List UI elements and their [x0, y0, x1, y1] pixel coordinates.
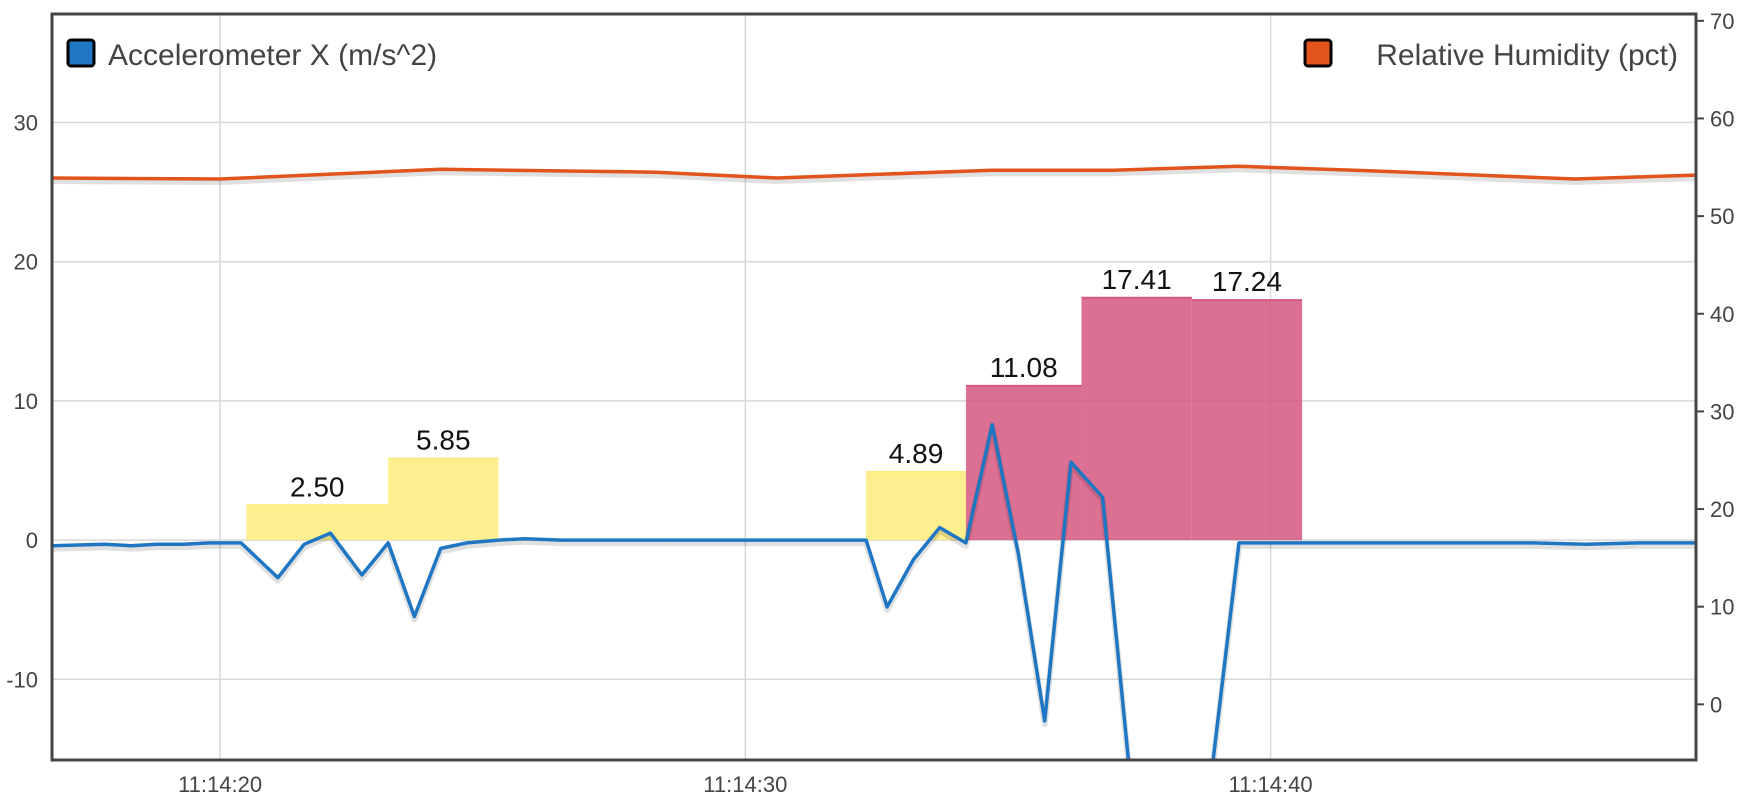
- accelerometer-point: [302, 543, 306, 546]
- legend-left[interactable]: Accelerometer X (m/s^2): [66, 38, 437, 72]
- humidity-point: [1573, 177, 1577, 181]
- accelerometer-point: [822, 538, 826, 542]
- accelerometer-point: [1637, 541, 1640, 545]
- accelerometer-point: [1531, 541, 1535, 545]
- bar-value-label: 2.50: [290, 471, 345, 502]
- bar-value-label: 5.85: [416, 425, 471, 456]
- y-right-tick-label: 20: [1710, 497, 1734, 522]
- accelerometer-point: [912, 558, 915, 561]
- line-layer: [52, 164, 1696, 764]
- plot-background: [52, 14, 1696, 760]
- highlight-bar: [388, 458, 499, 541]
- y-right-tick-label: 70: [1710, 9, 1734, 34]
- bar-layer: [246, 296, 1303, 541]
- accelerometer-point: [1128, 762, 1130, 764]
- accelerometer-point: [208, 541, 211, 545]
- legend-label-accelerometer: Accelerometer X (m/s^2): [108, 39, 437, 72]
- accelerometer-point: [938, 526, 941, 529]
- accelerometer-point: [1321, 541, 1325, 545]
- highlight-bar: [1081, 297, 1192, 541]
- y-right-tick-label: 40: [1710, 302, 1734, 327]
- accelerometer-point: [1426, 541, 1430, 545]
- accelerometer-point: [864, 538, 868, 542]
- accelerometer-point: [497, 538, 500, 542]
- humidity-point: [990, 169, 994, 172]
- highlight-bar: [1191, 300, 1303, 541]
- accelerometer-point: [1285, 541, 1288, 545]
- bar-value-label: 17.24: [1212, 266, 1282, 297]
- accelerometer-point: [1069, 460, 1073, 464]
- humidity-point: [1237, 165, 1241, 168]
- y-left-tick-label: 20: [14, 250, 38, 275]
- accelerometer-point: [329, 531, 332, 535]
- accelerometer-point: [276, 576, 280, 579]
- accelerometer-point: [1237, 541, 1241, 545]
- humidity-point: [654, 170, 658, 174]
- accelerometer-point: [964, 541, 968, 545]
- y-right-tick-label: 30: [1710, 399, 1734, 424]
- x-tick-label: 11:14:20: [178, 772, 262, 796]
- accelerometer-point: [1584, 543, 1587, 546]
- accelerometer-point: [770, 538, 773, 542]
- y-right-tick-label: 0: [1710, 692, 1722, 717]
- humidity-point: [775, 176, 779, 180]
- x-tick-label: 11:14:30: [703, 772, 787, 796]
- highlight-bar: [246, 505, 389, 541]
- accelerometer-point: [182, 543, 185, 546]
- bar-value-label: 17.41: [1102, 264, 1172, 295]
- accelerometer-point: [1479, 541, 1482, 545]
- y-left-tick-label: 10: [14, 389, 38, 414]
- accelerometer-point: [129, 544, 132, 547]
- humidity-point: [1111, 169, 1115, 172]
- accelerometer-point: [439, 547, 442, 550]
- accelerometer-point: [612, 538, 616, 542]
- y-left-tick-label: 0: [26, 528, 38, 553]
- accelerometer-point: [1043, 719, 1046, 723]
- accelerometer-point: [465, 541, 469, 545]
- accelerometer-point: [1212, 762, 1214, 764]
- accelerometer-point: [717, 538, 721, 542]
- bar-value-label: 4.89: [889, 438, 944, 469]
- tick-layer: -10 0 10 20 30 0 10 20 30 40 50 60 70 11:14:20 11:14:3…: [6, 9, 1734, 796]
- accelerometer-point: [1185, 762, 1187, 764]
- bar-label-layer: 2.50 5.85 4.89 11.08 17.41 17.24: [290, 264, 1282, 503]
- y-left-tick-label: -10: [6, 667, 38, 692]
- accelerometer-point: [413, 615, 416, 618]
- accelerometer-point: [360, 573, 364, 577]
- y-right-tick-label: 50: [1710, 204, 1734, 229]
- highlight-bar: [866, 472, 966, 541]
- accelerometer-point: [885, 605, 889, 609]
- x-tick-label: 11:14:40: [1229, 772, 1313, 796]
- legend-swatch-accelerometer: [66, 38, 96, 68]
- accelerometer-point: [665, 538, 668, 542]
- y-left-tick-label: 30: [14, 111, 38, 136]
- accelerometer-point: [1101, 495, 1104, 499]
- accelerometer-point: [386, 541, 390, 545]
- series-shadow: [52, 166, 1696, 185]
- accelerometer-point: [990, 423, 994, 426]
- accelerometer-point: [560, 538, 563, 542]
- y-right-tick-label: 10: [1710, 595, 1734, 620]
- accelerometer-point: [1374, 541, 1377, 545]
- accelerometer-point: [523, 537, 526, 540]
- legend-right[interactable]: Relative Humidity (pct): [1303, 38, 1678, 72]
- humidity-point: [439, 168, 442, 171]
- accelerometer-point: [103, 543, 106, 546]
- accelerometer-point: [1154, 762, 1156, 764]
- accelerometer-point: [155, 543, 159, 546]
- accelerometer-point: [239, 541, 243, 545]
- y-right-tick-label: 60: [1710, 106, 1734, 131]
- legend-swatch-humidity: [1303, 38, 1333, 68]
- humidity-point: [218, 177, 222, 181]
- legend-label-humidity: Relative Humidity (pct): [1376, 39, 1678, 72]
- bar-value-label: 11.08: [990, 352, 1058, 383]
- accelerometer-point: [1017, 552, 1020, 556]
- plot-border: [50, 12, 1698, 762]
- humidity-point: [1353, 169, 1356, 172]
